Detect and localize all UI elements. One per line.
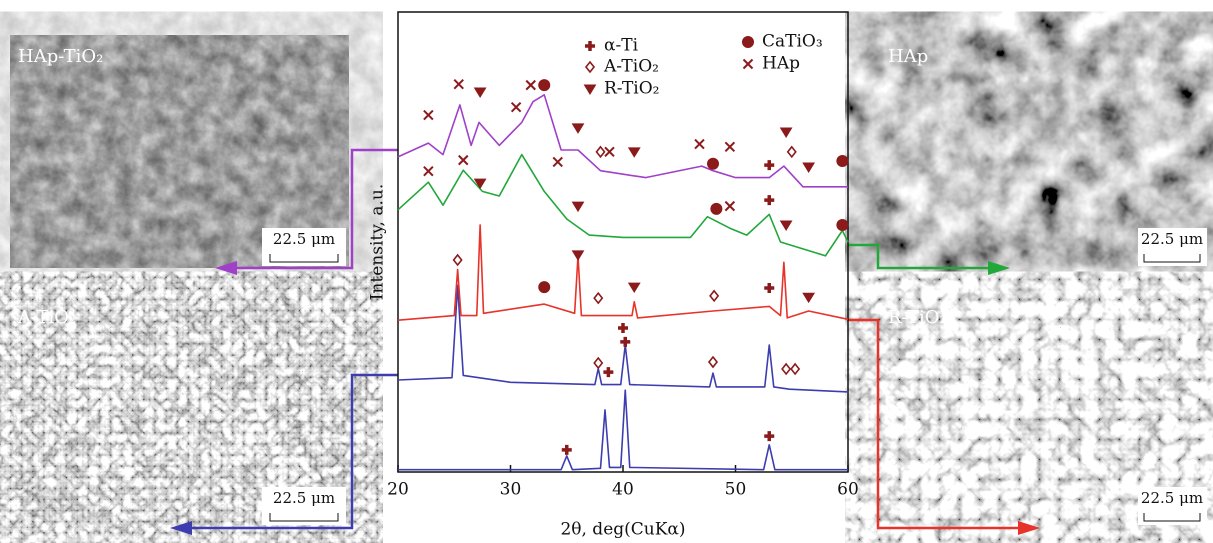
sem-panel: A-TiO₂ 22.5 μm: [10, 295, 349, 528]
phase-marker: [593, 291, 604, 305]
phase-marker: [571, 250, 585, 261]
phase-marker: [603, 367, 614, 378]
legend-label: α-Ti: [604, 36, 639, 56]
phase-marker: [764, 431, 775, 442]
sem-panel: HAp 22.5 μm: [878, 35, 1207, 268]
phase-marker: [764, 283, 775, 293]
phase-marker: [706, 157, 720, 170]
legend-symbol: [583, 84, 597, 95]
scale-label: 22.5 μm: [1141, 230, 1203, 248]
x-axis-label: 2θ, deg(CuKα): [560, 520, 685, 540]
phase-marker: [525, 79, 536, 91]
phase-marker: [571, 123, 585, 134]
phase-marker: [452, 253, 463, 267]
connectors: [170, 148, 1040, 535]
phase-marker: [510, 102, 522, 113]
phase-marker: [694, 138, 705, 150]
x-tick-label: 40: [612, 480, 634, 500]
panel-label: HAp: [888, 46, 928, 67]
phase-marker: [561, 444, 572, 455]
legend-label: CaTiO₃: [762, 32, 823, 52]
phase-marker: [790, 362, 801, 376]
xrd-pattern: [397, 153, 849, 257]
legend-label: A-TiO₂: [603, 57, 659, 77]
phase-marker: [779, 127, 793, 139]
phase-marker: [627, 147, 641, 158]
phase-marker: [802, 292, 816, 304]
phase-marker: [595, 145, 606, 159]
legend-symbol: [742, 58, 754, 70]
phase-marker: [453, 79, 464, 90]
xrd-pattern: [397, 224, 849, 321]
x-tick-label: 30: [500, 480, 522, 500]
phase-marker: [423, 109, 434, 121]
scale-label: 22.5 μm: [273, 230, 335, 248]
legend-label: R-TiO₂: [604, 79, 659, 99]
sem-panel: R-TiO₂ 22.5 μm: [878, 295, 1207, 528]
xrd-pattern: [397, 94, 848, 188]
x-tick-label: 60: [837, 480, 859, 500]
phase-marker: [538, 281, 551, 293]
panel-label: A-TiO₂: [17, 307, 76, 328]
phase-marker: [709, 289, 720, 303]
xrd-pattern: [397, 284, 849, 393]
phase-marker: [710, 202, 723, 215]
phase-marker: [802, 162, 816, 173]
phase-marker: [786, 145, 797, 159]
phase-marker: [836, 155, 849, 167]
phase-marker: [552, 156, 563, 168]
phase-marker: [627, 282, 641, 294]
sem-panel: HAp-TiO₂ 22.5 μm: [10, 35, 349, 268]
legend-label: HAp: [762, 54, 800, 74]
scale-label: 22.5 μm: [1141, 489, 1203, 507]
phase-marker: [423, 165, 434, 177]
legend-symbol: [585, 41, 595, 51]
phase-marker: [473, 178, 487, 190]
phase-marker: [724, 200, 736, 212]
phase-marker: [571, 201, 585, 213]
phase-marker: [458, 154, 469, 166]
phase-marker: [618, 323, 628, 334]
phase-marker: [604, 146, 615, 158]
phase-marker: [764, 195, 775, 206]
x-tick-label: 50: [725, 480, 747, 500]
phase-marker: [781, 362, 792, 376]
phase-marker: [779, 220, 793, 231]
phase-marker: [707, 355, 719, 369]
y-axis-label: Intensity, a.u.: [368, 184, 388, 301]
phase-marker: [620, 336, 631, 347]
xrd-pattern: [398, 389, 848, 471]
phase-marker: [593, 356, 604, 370]
x-tick-label: 20: [387, 480, 409, 500]
panel-label: HAp-TiO₂: [18, 46, 103, 67]
phase-marker: [473, 87, 487, 98]
scale-label: 22.5 μm: [273, 489, 335, 507]
legend-symbol: [584, 60, 596, 74]
phase-marker: [764, 160, 775, 171]
phase-marker: [836, 219, 849, 231]
panel-label: R-TiO₂: [888, 307, 947, 328]
legend-symbol: [741, 36, 755, 48]
phase-marker: [724, 141, 736, 152]
phase-marker: [538, 79, 551, 92]
